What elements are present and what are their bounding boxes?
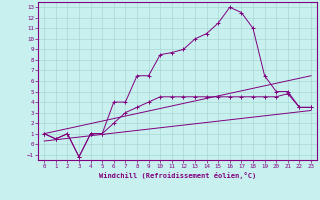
X-axis label: Windchill (Refroidissement éolien,°C): Windchill (Refroidissement éolien,°C) xyxy=(99,172,256,179)
